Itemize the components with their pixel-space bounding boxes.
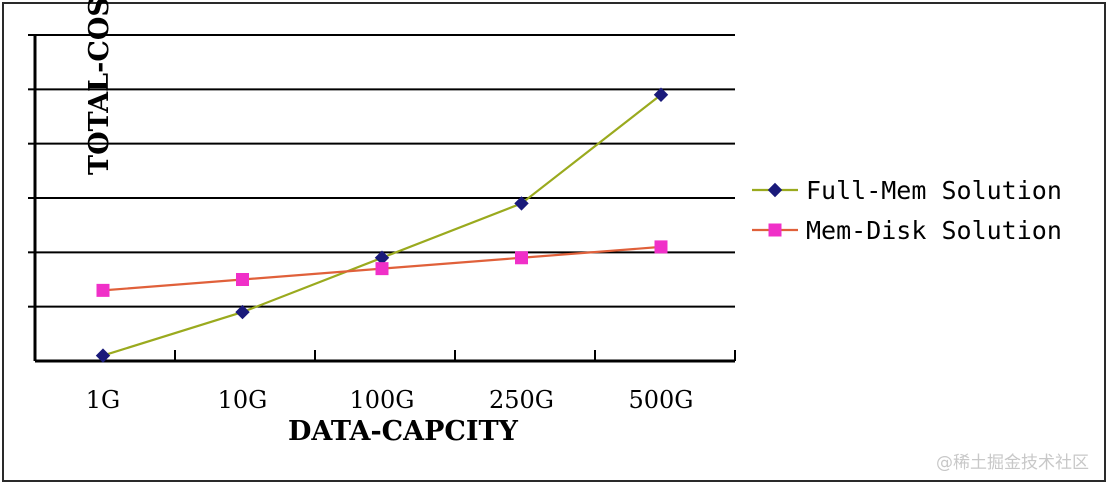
- x-tick-label: 10G: [218, 386, 268, 414]
- series-0-point: [653, 87, 669, 102]
- watermark: @稀土掘金技术社区: [936, 453, 1089, 473]
- series-0-point: [514, 196, 529, 211]
- x-tick-label: 500G: [629, 386, 694, 414]
- gridlines: [35, 34, 735, 308]
- series-1-point: [654, 240, 668, 254]
- legend-label-1: Mem-Disk Solution: [806, 216, 1062, 245]
- series-line-0: [102, 93, 662, 357]
- x-axis-label: DATA-CAPCITY: [288, 416, 519, 447]
- chart-frame: [2, 2, 1106, 482]
- legend-marker-1: [768, 223, 782, 237]
- series-0-point: [95, 348, 111, 363]
- x-tick-labels: 1G 10G 100G 250G 500G: [86, 386, 694, 414]
- series-1-point: [96, 283, 110, 297]
- x-tick-label: 250G: [489, 386, 554, 414]
- x-tick-label: 100G: [350, 386, 415, 414]
- legend-label-0: Full-Mem Solution: [806, 176, 1062, 205]
- markers: [95, 87, 669, 363]
- y-axis-label: TOTAL-COST: [84, 0, 115, 175]
- series-1-point: [236, 273, 249, 286]
- series-0-point: [235, 304, 250, 320]
- series-lines: [102, 93, 662, 357]
- legend-marker-0: [767, 182, 783, 198]
- series-1-point: [515, 251, 528, 265]
- x-tick-label: 1G: [86, 386, 120, 414]
- ticks: [28, 34, 736, 361]
- series-1-point: [375, 262, 389, 276]
- legend: Full-Mem Solution Mem-Disk Solution: [752, 176, 1062, 245]
